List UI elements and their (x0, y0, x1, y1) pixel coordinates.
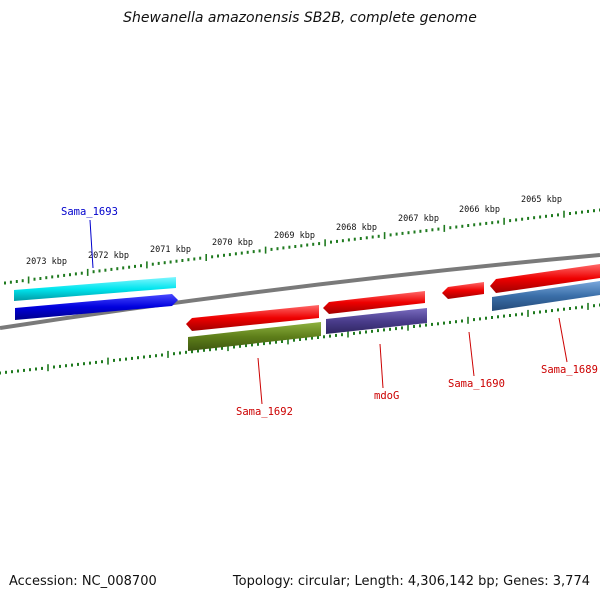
feature-sama-1692-red[interactable] (186, 305, 319, 331)
label-mdog[interactable]: mdoG (374, 390, 399, 402)
label-sama-1693[interactable]: Sama_1693 (61, 206, 118, 218)
genome-stats-text: Topology: circular; Length: 4,306,142 bp… (232, 574, 590, 589)
feature-sama-1690-red[interactable] (442, 282, 484, 299)
feature-sama-1689-red[interactable] (490, 264, 600, 293)
leader-sama-1693 (89, 219, 94, 269)
scale-ticks-outer (4, 208, 600, 285)
scale-label-2073: 2073 kbp (26, 257, 67, 267)
scale-label-2065: 2065 kbp (521, 195, 562, 205)
feature-sama-1692-olive[interactable] (188, 322, 321, 351)
feature-sama-1693-blue[interactable] (15, 294, 178, 320)
scale-label-2069: 2069 kbp (274, 231, 315, 241)
accession-text: Accession: NC_008700 (9, 574, 157, 589)
label-sama-1689[interactable]: Sama_1689 (541, 364, 598, 376)
scale-label-2072: 2072 kbp (88, 251, 129, 261)
feature-labels: Sama_1693 Sama_1692 mdoG Sama_1690 Sama_… (61, 206, 598, 418)
feature-sama-1693-cyan[interactable] (14, 277, 176, 301)
label-sama-1690[interactable]: Sama_1690 (448, 378, 505, 390)
scale-label-2067: 2067 kbp (398, 214, 439, 224)
label-leaders (89, 219, 568, 405)
leader-sama-1689 (558, 317, 568, 363)
leader-sama-1690 (468, 331, 475, 377)
feature-sama-1689-steel[interactable] (492, 281, 600, 311)
scale-label-2066: 2066 kbp (459, 205, 500, 215)
scale-label-2071: 2071 kbp (150, 245, 191, 255)
label-sama-1692[interactable]: Sama_1692 (236, 406, 293, 418)
feature-mdog-red[interactable] (323, 291, 425, 314)
genome-backbone (0, 253, 600, 330)
feature-mdog-purple[interactable] (326, 308, 427, 334)
leader-mdog (379, 343, 384, 389)
scale-label-2068: 2068 kbp (336, 223, 377, 233)
scale-label-2070: 2070 kbp (212, 238, 253, 248)
leader-sama-1692 (257, 357, 263, 405)
scale-ticks-inner (0, 302, 600, 375)
map-title: Shewanella amazonensis SB2B, complete ge… (123, 10, 477, 26)
scale-labels: 2073 kbp 2072 kbp 2071 kbp 2070 kbp 2069… (26, 195, 562, 267)
features (14, 264, 600, 351)
